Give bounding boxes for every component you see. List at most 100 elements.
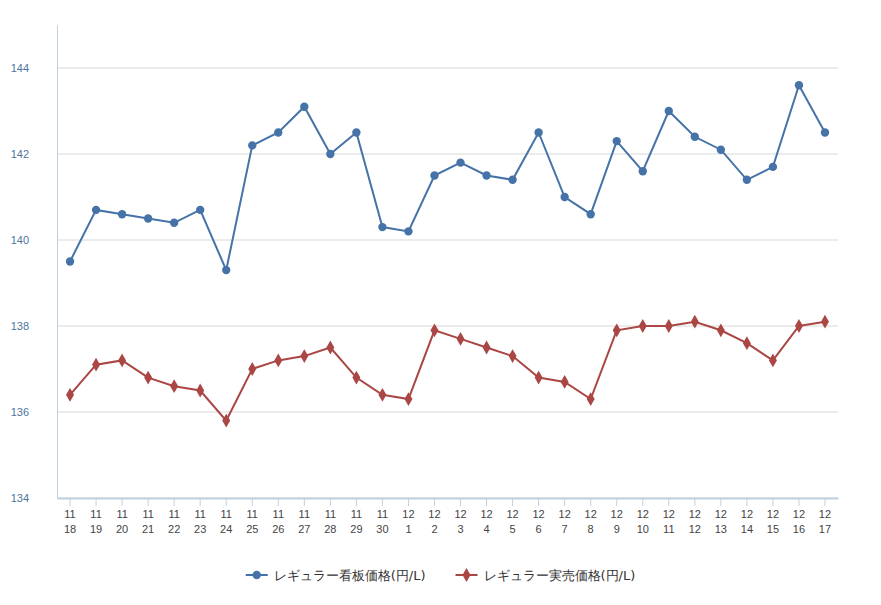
x-tick-label: 1118 [64,508,76,535]
x-tick: 1215 [767,498,779,535]
x-tick: 1129 [350,498,362,535]
x-tick-mark [590,498,591,506]
x-tick-mark [642,498,643,506]
legend-label: レギュラー実売価格(円/L) [484,568,636,583]
x-tick-label: 1122 [168,508,180,535]
x-tick: 1216 [793,498,805,535]
grid-line [57,240,838,241]
x-tick-mark [824,498,825,506]
point [534,128,542,136]
point [821,315,829,329]
legend: レギュラー看板価格(円/L) レギュラー実売価格(円/L) [246,568,636,583]
x-tick: 1217 [819,498,831,535]
point [743,336,751,350]
x-tick-mark [460,498,461,506]
x-tick-label: 127 [559,508,571,535]
point [795,319,803,333]
point [639,319,647,333]
y-tick-label: 138 [11,320,29,332]
x-tick: 1125 [246,498,258,535]
point [144,214,152,222]
x-tick: 121 [402,498,414,535]
point [613,323,621,337]
legend-label: レギュラー看板価格(円/L) [274,568,426,583]
series-group [66,81,829,427]
point [665,319,673,333]
x-tick-label: 1215 [767,508,779,535]
point [326,341,334,355]
point [508,176,516,184]
x-tick: 1214 [741,498,753,535]
x-tick-label: 1120 [116,508,128,535]
point [144,371,152,385]
x-tick-mark [174,498,175,506]
point [326,150,334,158]
x-tick-mark [304,498,305,506]
x-tick: 1211 [663,498,675,535]
x-tick-mark [200,498,201,506]
x-tick-label: 1217 [819,508,831,535]
x-tick: 1121 [142,498,154,535]
x-tick-label: 1213 [715,508,727,535]
x-tick-mark [772,498,773,506]
point [222,414,230,428]
x-tick: 126 [532,498,544,535]
x-tick-mark [564,498,565,506]
x-tick-label: 124 [480,508,492,535]
y-tick-label: 144 [11,62,29,74]
x-tick: 122 [428,498,440,535]
x-tick: 127 [559,498,571,535]
x-tick-mark [96,498,97,506]
point [66,388,74,402]
x-tick-label: 1125 [246,508,258,535]
point [248,141,256,149]
x-tick-mark [720,498,721,506]
point [248,362,256,376]
x-tick: 125 [506,498,518,535]
x-tick: 1130 [376,498,388,535]
x-tick-mark [486,498,487,506]
y-tick: 142 [11,148,57,160]
series-line [70,85,825,270]
x-tick-label: 1126 [272,508,284,535]
y-tick-label: 140 [11,234,29,246]
x-tick-label: 1127 [298,508,310,535]
grid-line [57,68,838,69]
point [222,266,230,274]
point [170,219,178,227]
x-tick: 1122 [168,498,180,535]
x-tick: 1213 [715,498,727,535]
legend-marker [463,568,471,582]
x-tick-mark [694,498,695,506]
x-tick-label: 1129 [350,508,362,535]
point [118,353,126,367]
x-tick: 1118 [64,498,76,535]
point [561,375,569,389]
y-tick-label: 134 [11,492,29,504]
x-tick: 1128 [324,498,336,535]
y-tick: 144 [11,62,57,74]
grid-line [57,412,838,413]
x-tick-mark [538,498,539,506]
x-tick: 1126 [272,498,284,535]
x-tick: 1212 [689,498,701,535]
point [430,171,438,179]
point [769,163,777,171]
point [613,137,621,145]
point [691,133,699,141]
point [586,210,594,218]
point [274,353,282,367]
y-tick-label: 136 [11,406,29,418]
point [456,158,464,166]
x-tick-mark [382,498,383,506]
point [535,371,543,385]
x-tick-mark [434,498,435,506]
x-tick: 1210 [637,498,649,535]
x-tick-label: 1216 [793,508,805,535]
x-tick-mark [70,498,71,506]
point [274,128,282,136]
point [743,176,751,184]
x-tick-label: 1121 [142,508,154,535]
point [378,223,386,231]
y-tick: 134 [11,492,57,504]
